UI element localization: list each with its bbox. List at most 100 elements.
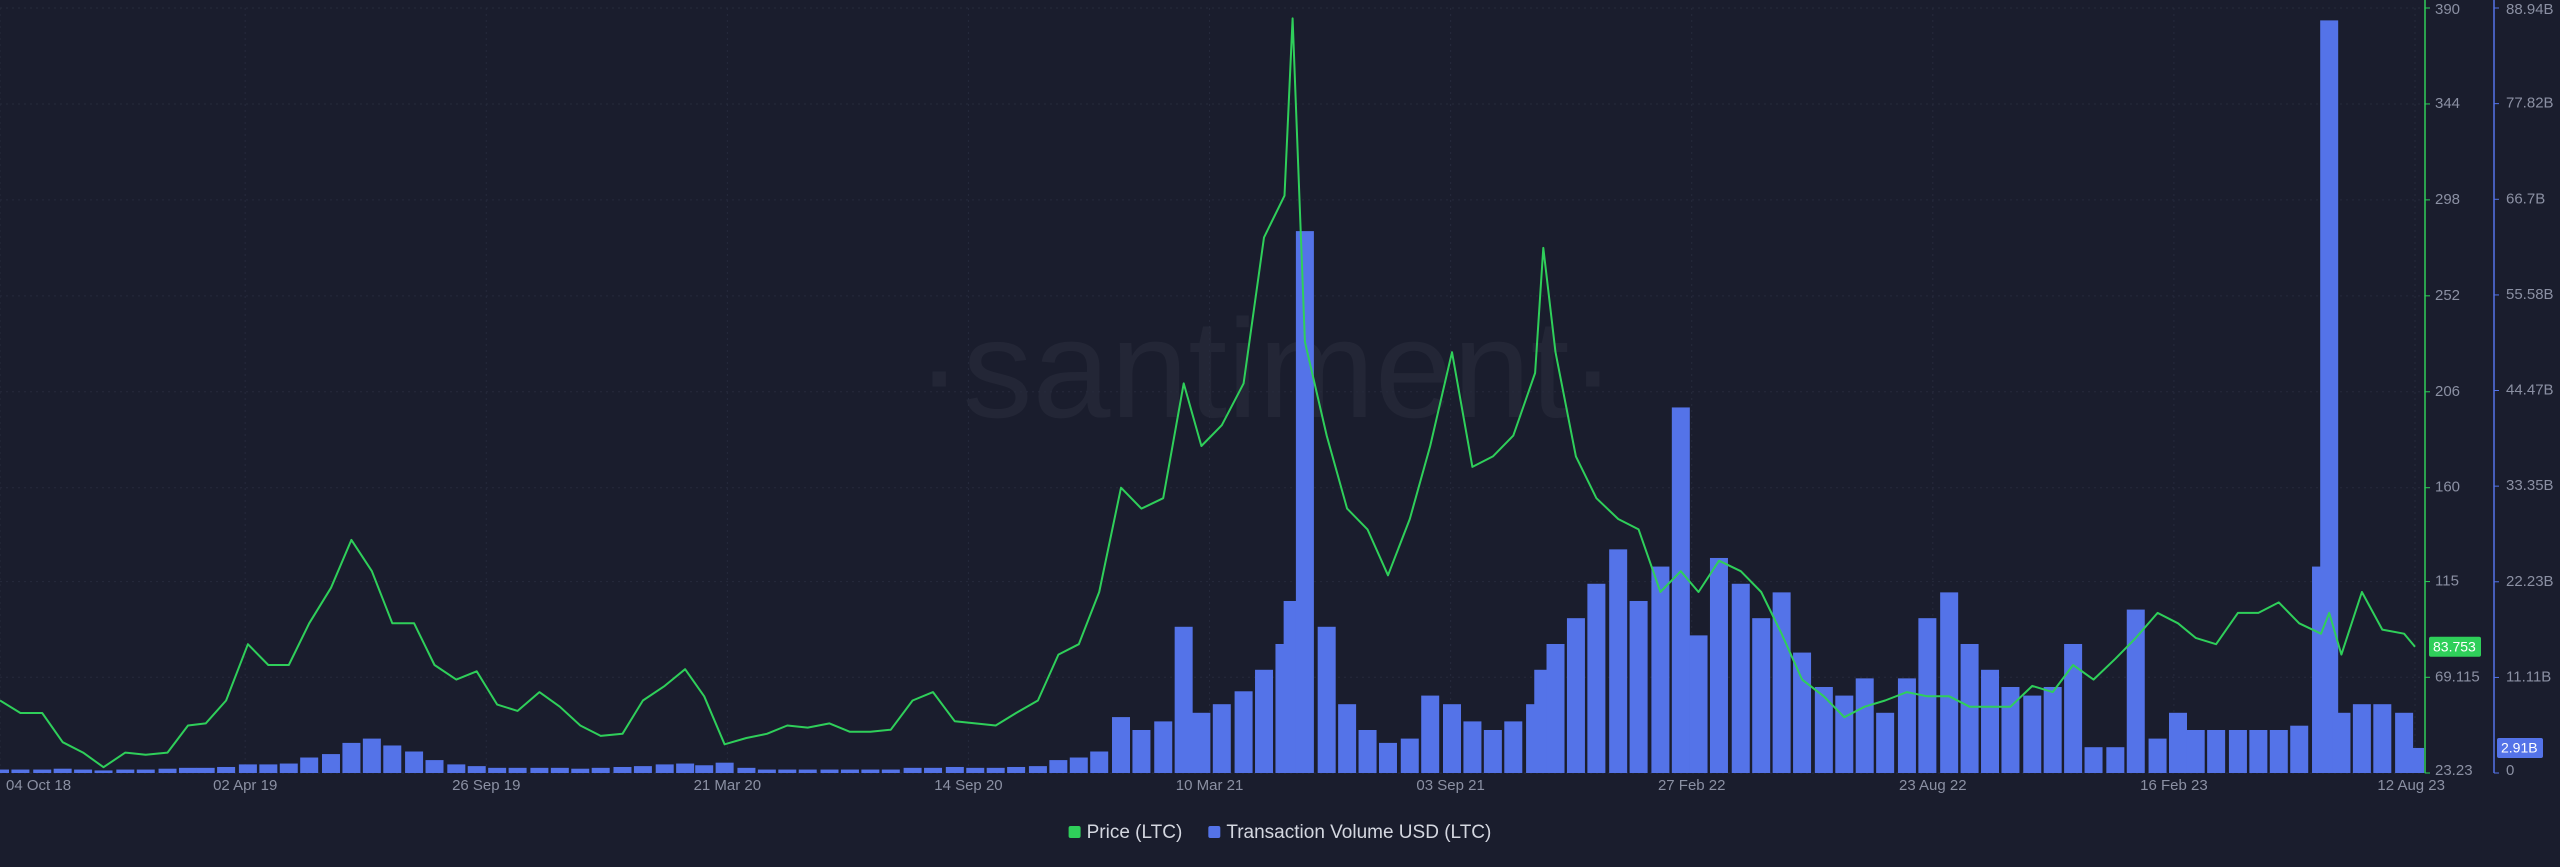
y2-tick-label: 88.94B [2506, 1, 2554, 18]
bar [966, 767, 985, 773]
y-tick-label: 206 [2435, 383, 2460, 400]
bar [74, 769, 93, 773]
bar [425, 760, 444, 773]
bar [238, 764, 257, 773]
bar [1897, 678, 1916, 773]
x-tick-label: 04 Oct 18 [6, 777, 71, 794]
bar [1112, 717, 1131, 773]
bar [1255, 669, 1274, 773]
bar [1546, 643, 1565, 773]
x-tick-label: 14 Sep 20 [934, 777, 1002, 794]
bar [695, 765, 714, 773]
bar [530, 767, 549, 773]
bar [1007, 766, 1026, 773]
bar [2126, 609, 2145, 773]
bar [279, 763, 298, 773]
bar [2320, 20, 2339, 774]
bar [1793, 652, 1812, 773]
bar [2168, 712, 2187, 773]
bar [1876, 712, 1895, 773]
bar [676, 763, 695, 773]
bar [1049, 760, 1068, 773]
y-tick-label: 344 [2435, 95, 2460, 112]
bar [1400, 738, 1419, 773]
last-value-label: 83.753 [2433, 638, 2476, 654]
legend-label: Price (LTC) [1087, 822, 1183, 843]
bar [861, 769, 880, 773]
bar [447, 764, 466, 773]
y-tick-label: 23.23 [2435, 762, 2473, 779]
bar [778, 769, 797, 773]
bar [2332, 712, 2351, 773]
bar [2001, 686, 2020, 773]
x-tick-label: 10 Mar 21 [1176, 777, 1244, 794]
bar [1609, 549, 1628, 773]
bar [1566, 618, 1585, 773]
last-value-badge [2497, 737, 2543, 758]
y-tick-label: 390 [2435, 1, 2460, 18]
bar [1671, 407, 1690, 773]
bar [1378, 742, 1397, 773]
bar [1154, 721, 1173, 773]
bar [2207, 729, 2226, 773]
bar [1504, 721, 1523, 773]
bar [158, 768, 177, 773]
y-tick-label: 115 [2435, 573, 2459, 590]
bar [508, 767, 527, 773]
bar [1960, 643, 1979, 773]
bar [1338, 704, 1357, 773]
bar [613, 766, 632, 773]
bar [178, 767, 197, 773]
legend-swatch [1068, 826, 1081, 838]
bar [383, 745, 402, 773]
bar [633, 766, 652, 773]
bar [1192, 712, 1211, 773]
x-tick-label: 16 Feb 23 [2140, 777, 2208, 794]
bar [1651, 566, 1670, 773]
bar [2352, 704, 2371, 773]
bar [1317, 626, 1336, 773]
bar [2249, 729, 2268, 773]
bar [2106, 747, 2125, 773]
bar [0, 769, 9, 773]
bar [94, 770, 113, 773]
bar [2084, 747, 2103, 773]
bar [1752, 618, 1771, 773]
bar [798, 769, 817, 773]
bar [1587, 583, 1606, 773]
bar [1689, 635, 1708, 773]
bar [1814, 686, 1833, 773]
bar [986, 767, 1005, 773]
legend-label: Transaction Volume USD (LTC) [1226, 822, 1491, 843]
y2-tick-label: 0 [2506, 762, 2514, 779]
x-tick-label: 12 Aug 23 [2377, 777, 2445, 794]
bar [591, 767, 610, 773]
bar [1483, 729, 1502, 773]
y-tick-label: 69.115 [2435, 668, 2480, 685]
bar [655, 764, 674, 773]
y2-tick-label: 44.47B [2506, 381, 2554, 398]
bar [2148, 738, 2167, 773]
bar [2023, 695, 2042, 773]
bar [136, 769, 155, 773]
bar-series [0, 20, 2424, 774]
y2-tick-label: 66.7B [2506, 190, 2545, 207]
bar [1835, 695, 1854, 773]
bar [1069, 757, 1088, 773]
x-tick-label: 23 Aug 22 [1899, 777, 1967, 794]
bar [116, 769, 135, 773]
bar [1358, 729, 1377, 773]
bar [53, 768, 72, 773]
bar [1234, 691, 1253, 773]
bar [820, 769, 839, 773]
x-tick-label: 02 Apr 19 [213, 777, 277, 794]
bar [259, 764, 278, 773]
bar [300, 757, 319, 773]
bar [1772, 592, 1791, 773]
bar [924, 767, 943, 773]
bar [715, 762, 734, 773]
bar [1295, 231, 1314, 774]
bar [33, 769, 52, 773]
y-tick-label: 298 [2435, 191, 2460, 208]
